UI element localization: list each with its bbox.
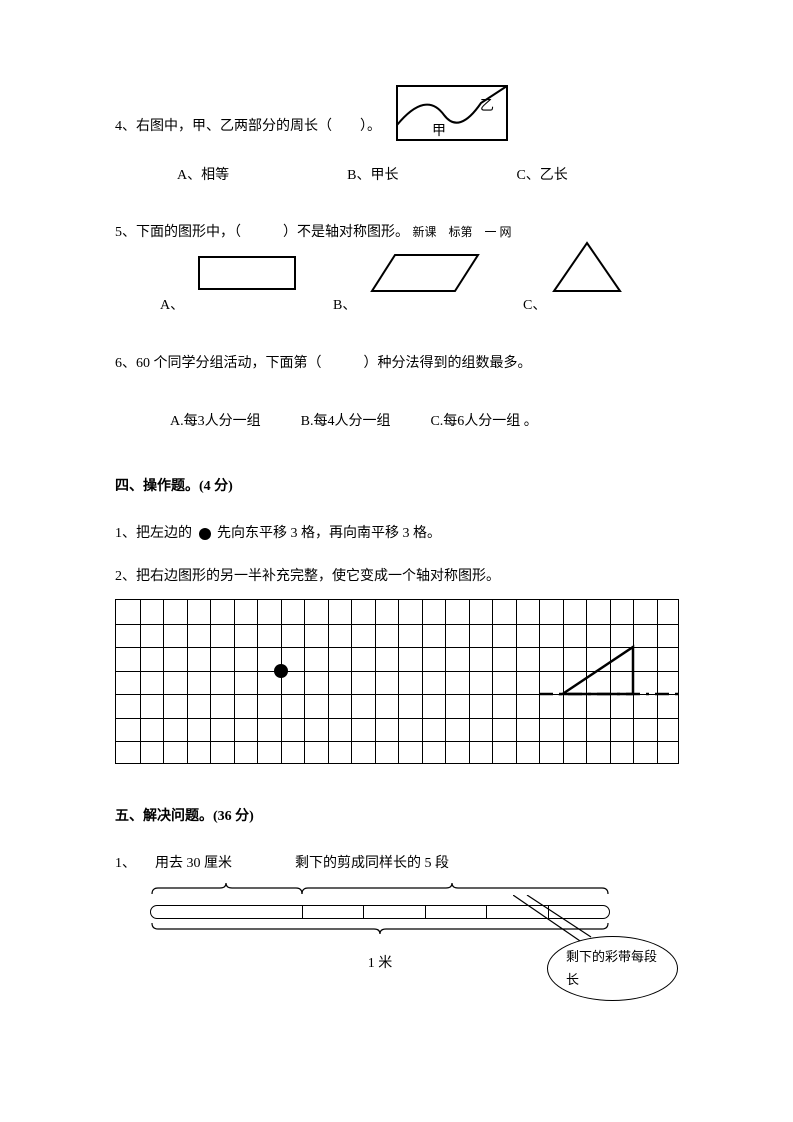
s4-item1-a: 1、把左边的	[115, 526, 192, 541]
question-4: 4、右图中，甲、乙两部分的周长（ ）。 甲 乙 A、相等 B、甲长 C、乙长	[115, 85, 678, 188]
q4-opt-c: C、乙长	[516, 163, 567, 188]
q6-opt-c: C.每6人分一组 。	[430, 409, 537, 434]
s4-item1-b: 先向东平移 3 格，再向南平移 3 格。	[217, 526, 441, 541]
tick-seg	[426, 906, 487, 918]
tick-used	[151, 906, 303, 918]
p5-used-label: 用去 30 厘米	[155, 851, 295, 876]
q5-opt-a: A、	[160, 293, 184, 318]
section4-item2: 2、把右边图形的另一半补充完整，使它变成一个轴对称图形。	[115, 564, 678, 589]
q6-options: A.每3人分一组 B.每4人分一组 C.每6人分一组 。	[115, 409, 678, 434]
q6-opt-b: B.每4人分一组	[301, 409, 391, 434]
q4-options: A、相等 B、甲长 C、乙长	[115, 163, 678, 188]
question-5: 5、下面的图形中，（ ）不是轴对称图形。 新课 标第 一 网 A、 B、 C、	[115, 220, 678, 309]
p5-num: 1、	[115, 851, 155, 876]
section4-item1: 1、把左边的 先向东平移 3 格，再向南平移 3 格。	[115, 521, 678, 546]
question-6: 6、60 个同学分组活动，下面第（ ）种分法得到的组数最多。 A.每3人分一组 …	[115, 351, 678, 433]
yi-label: 乙	[480, 98, 494, 114]
q5-shape-triangle	[552, 241, 622, 293]
q4-text: 4、右图中，甲、乙两部分的周长（ ）。	[115, 114, 381, 141]
q5-opt-c: C、	[523, 293, 546, 318]
q4-opt-a: A、相等	[177, 163, 229, 188]
q5-shape-rect	[197, 255, 297, 291]
tick-seg	[364, 906, 425, 918]
q6-opt-a: A.每3人分一组	[170, 409, 261, 434]
grid-figure	[115, 599, 679, 764]
jia-label: 甲	[432, 124, 446, 139]
section-5-title: 五、解决问题。(36 分)	[115, 804, 678, 829]
callout-bubble: 剩下的彩带每段长	[547, 936, 678, 1001]
q4-row: 4、右图中，甲、乙两部分的周长（ ）。 甲 乙	[115, 85, 678, 141]
p5-labels: 1、 用去 30 厘米 剩下的剪成同样长的 5 段	[115, 851, 678, 876]
black-dot-icon	[199, 528, 211, 540]
q5-shape-parallelogram	[370, 253, 480, 293]
q4-figure: 甲 乙	[396, 85, 508, 141]
q5-opt-b: B、	[333, 293, 356, 318]
tick-seg	[303, 906, 364, 918]
q5-text: 5、下面的图形中，（ ）不是轴对称图形。	[115, 225, 409, 240]
section-4-title: 四、操作题。(4 分)	[115, 474, 678, 499]
q6-text: 6、60 个同学分组活动，下面第（ ）种分法得到的组数最多。	[115, 351, 678, 376]
q5-trailing: 新课 标第 一 网	[413, 225, 512, 239]
p5-rest-label: 剩下的剪成同样长的 5 段	[295, 851, 449, 876]
callout-text: 剩下的彩带每段长	[566, 949, 657, 987]
q4-opt-b: B、甲长	[347, 163, 398, 188]
problem-5-1: 1、 用去 30 厘米 剩下的剪成同样长的 5 段 1 米 剩下的彩带每段长	[115, 851, 678, 976]
